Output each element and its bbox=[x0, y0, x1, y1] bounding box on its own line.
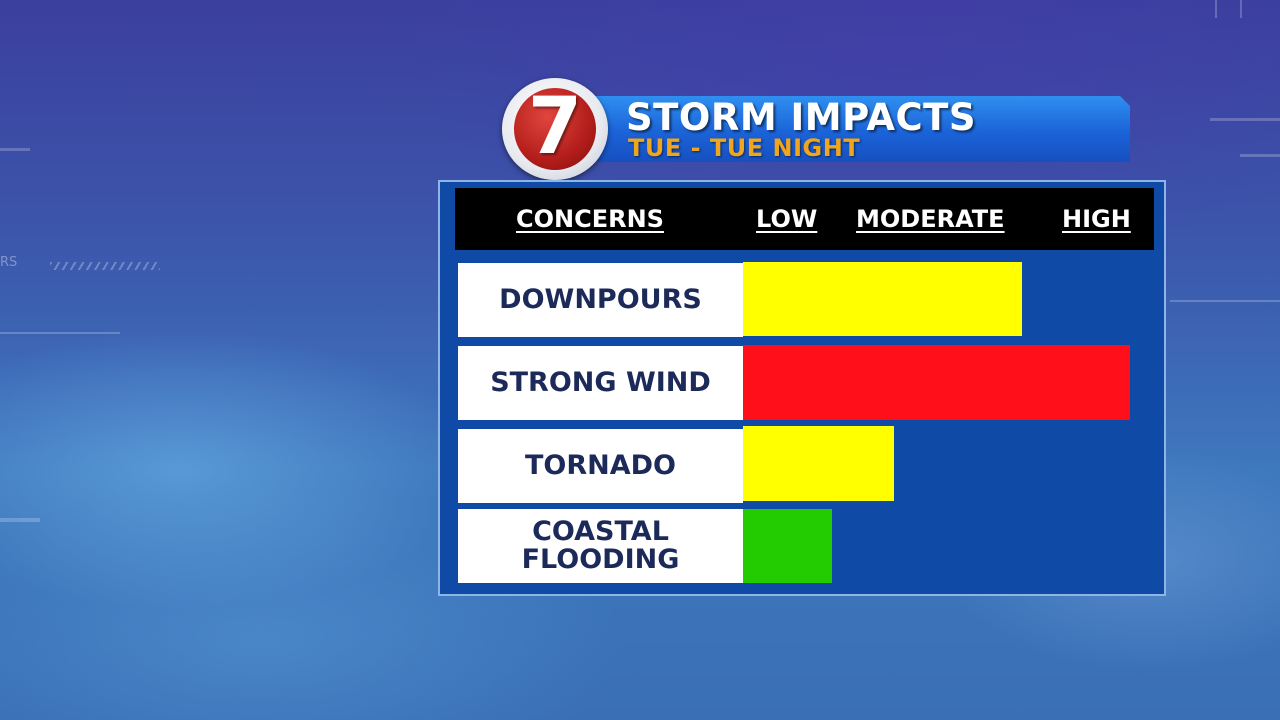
row-label-downpours: DOWNPOURS bbox=[458, 263, 743, 337]
row-label-coastal-flooding: COASTAL FLOODING bbox=[458, 509, 743, 583]
bar-coastal-flooding bbox=[743, 509, 832, 583]
row-label-strong-wind: STRONG WIND bbox=[458, 346, 743, 420]
decor-line bbox=[1210, 118, 1280, 121]
bar-strong-wind bbox=[743, 345, 1130, 420]
row-label-tornado: TORNADO bbox=[458, 429, 743, 503]
page-subtitle: TUE - TUE NIGHT bbox=[628, 134, 861, 162]
bar-tornado bbox=[743, 426, 894, 501]
bar-downpours bbox=[743, 262, 1022, 336]
decor-line bbox=[1240, 0, 1242, 18]
title-banner bbox=[560, 96, 1130, 162]
page-title: STORM IMPACTS bbox=[626, 96, 977, 139]
decor-line bbox=[1240, 154, 1280, 157]
decor-line bbox=[1215, 0, 1217, 18]
column-header-concerns: CONCERNS bbox=[516, 205, 664, 233]
decor-line bbox=[0, 332, 120, 334]
column-header-high: HIGH bbox=[1062, 205, 1131, 233]
column-header-bar bbox=[455, 188, 1154, 250]
edge-text: RS bbox=[0, 255, 18, 270]
column-header-low: LOW bbox=[756, 205, 818, 233]
decor-line bbox=[0, 518, 40, 522]
decor-line bbox=[1170, 300, 1280, 302]
decor-hatch bbox=[50, 262, 160, 270]
decor-line bbox=[0, 148, 30, 151]
station-logo-text: 7 bbox=[527, 82, 583, 172]
station-logo-badge bbox=[514, 88, 596, 170]
column-header-moderate: MODERATE bbox=[856, 205, 1005, 233]
